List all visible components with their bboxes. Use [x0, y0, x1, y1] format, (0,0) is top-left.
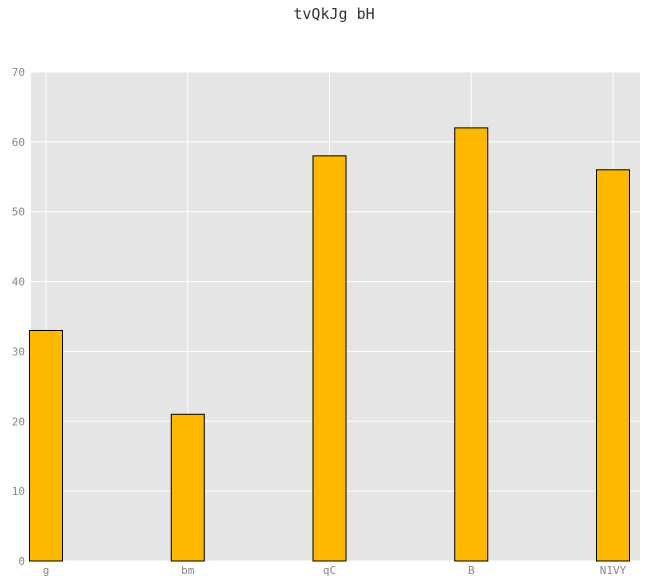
bar-bm	[170, 413, 205, 562]
bar-qC	[312, 155, 347, 562]
x-axis-ticks: g bm qC B N1VY	[43, 564, 627, 577]
y-tick-label-1: 10	[12, 485, 25, 498]
x-tick-label-2: qC	[323, 564, 336, 577]
x-tick-label-0: g	[43, 564, 50, 577]
x-tick-label-1: bm	[181, 564, 195, 577]
x-tick-label-4: N1VY	[600, 564, 627, 577]
y-tick-label-5: 50	[12, 206, 25, 219]
y-tick-label-6: 60	[12, 136, 25, 149]
y-tick-label-0: 0	[18, 555, 25, 568]
y-tick-label-7: 70	[12, 66, 25, 79]
y-tick-label-3: 30	[12, 345, 25, 358]
bar-N1VY	[596, 169, 630, 562]
y-axis-ticks: 0 10 20 30 40 50 60 70	[12, 66, 25, 568]
y-tick-label-4: 40	[12, 276, 25, 289]
bar-g	[29, 329, 63, 562]
chart-title: tvQkJg bH	[293, 5, 374, 23]
x-tick-label-3: B	[468, 564, 475, 577]
bars	[29, 127, 630, 562]
bar-B	[454, 127, 489, 562]
y-tick-label-2: 20	[12, 415, 25, 428]
